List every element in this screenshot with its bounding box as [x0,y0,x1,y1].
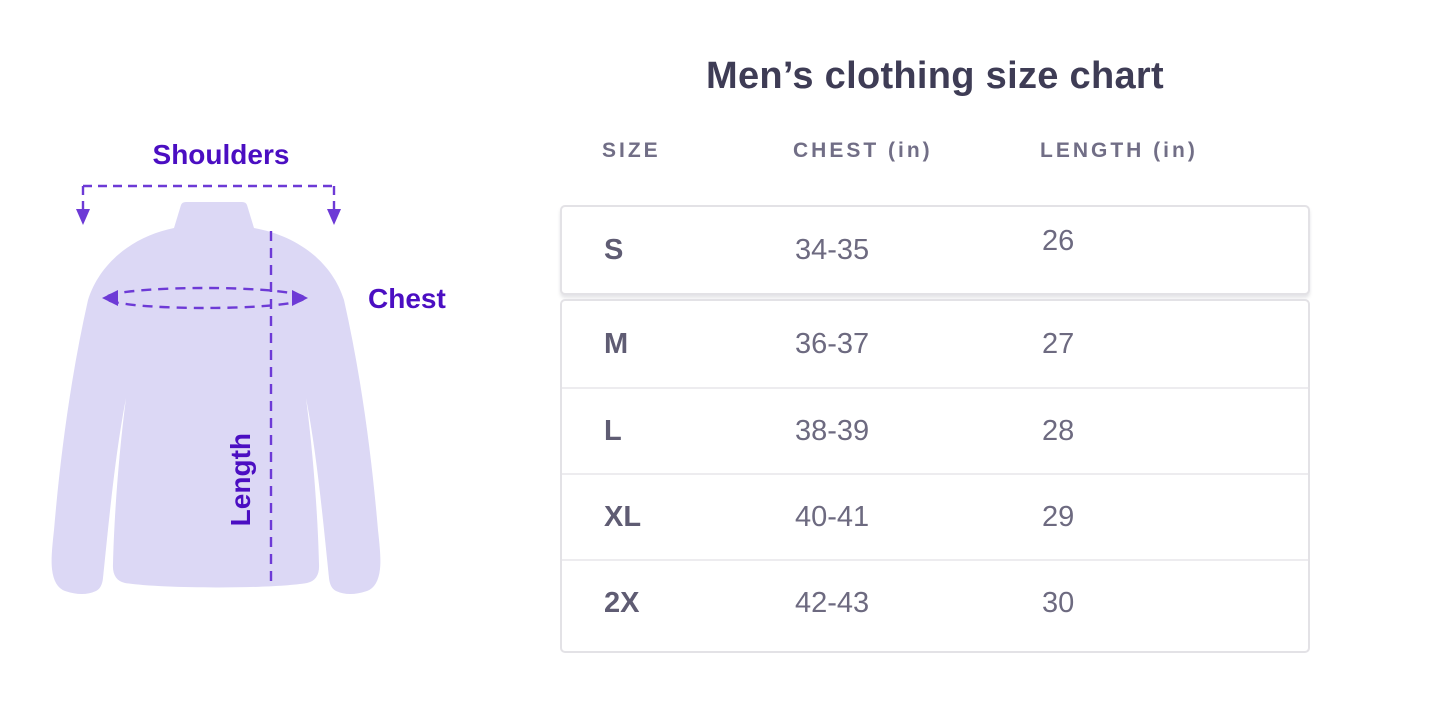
arrow-left-icon [102,290,118,306]
cell-chest: 40-41 [795,500,870,533]
size-chart-panel: Men’s clothing size chart SIZE CHEST (in… [560,0,1310,725]
table-row: 2X 42-43 30 [562,559,1308,645]
shoulders-label: Shoulders [152,139,290,170]
cell-size: XL [604,500,642,533]
arrow-down-right-icon [327,209,341,225]
cell-chest: 38-39 [795,414,870,447]
cell-size: S [604,233,624,266]
cell-length: 29 [1042,500,1075,533]
chest-label: Chest [368,283,446,314]
column-header-size: SIZE [602,139,661,162]
table-box-sizes-m-2x: M 36-37 27 L 38-39 28 XL 40-41 29 2X 42-… [560,299,1310,653]
cell-size: 2X [604,586,640,619]
shirt-measurement-diagram: Shoulders Chest Length [0,0,520,725]
shirt-silhouette [51,202,381,594]
cell-chest: 42-43 [795,586,870,619]
cell-length: 27 [1042,327,1075,360]
cell-length: 30 [1042,586,1075,619]
table-row: S 34-35 26 [562,207,1308,293]
table-row: L 38-39 28 [562,387,1308,473]
cell-chest: 34-35 [795,233,870,266]
cell-length: 28 [1042,414,1075,447]
arrow-right-icon [292,290,308,306]
length-label: Length [225,433,256,527]
page-title: Men’s clothing size chart [706,55,1164,97]
cell-size: L [604,414,622,447]
shirt-diagram-svg [51,184,381,594]
shoulders-measure-bracket [81,184,336,211]
cell-length: 26 [1042,224,1075,257]
table-row: XL 40-41 29 [562,473,1308,559]
column-header-length: LENGTH (in) [1040,139,1198,162]
table-box-size-s: S 34-35 26 [560,205,1310,295]
table-header-row: SIZE CHEST (in) LENGTH (in) [560,139,1310,163]
arrow-down-left-icon [76,209,90,225]
cell-chest: 36-37 [795,327,870,360]
table-row: M 36-37 27 [562,301,1308,387]
column-header-chest: CHEST (in) [793,139,933,162]
cell-size: M [604,327,629,360]
